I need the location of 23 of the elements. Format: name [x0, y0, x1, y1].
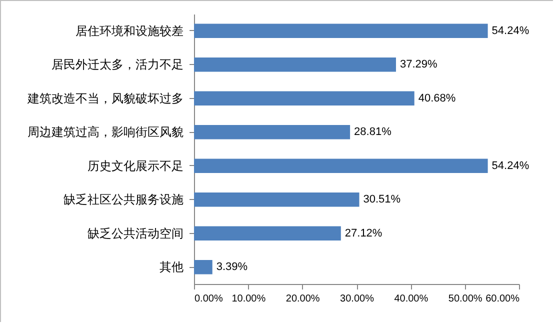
data-label: 54.24%	[492, 160, 530, 172]
data-label: 27.12%	[344, 227, 382, 240]
data-label: 40.68%	[418, 92, 456, 104]
x-tick-label: 40.00%	[394, 294, 428, 304]
x-tick-label: 20.00%	[286, 294, 320, 304]
x-tick-label: 0.00%	[194, 294, 223, 304]
y-tick-label: 历史文化展示不足	[88, 158, 184, 173]
x-tick-label: 10.00%	[232, 294, 266, 304]
data-label: 37.29%	[400, 58, 438, 71]
x-tick-label: 30.00%	[340, 294, 374, 304]
y-tick-label: 缺乏公共活动空间	[88, 226, 184, 240]
data-label: 28.81%	[354, 126, 392, 138]
y-tick-label: 缺乏社区公共服务设施	[64, 192, 184, 207]
y-tick-label: 其他	[160, 260, 184, 274]
y-tick-label: 建筑改造不当，风貌破坏过多	[26, 91, 184, 106]
y-tick-label: 居民外迁太多，活力不足	[52, 58, 184, 72]
data-label: 3.39%	[216, 261, 248, 274]
y-tick-label: 周边建筑过高，影响街区风貌	[28, 125, 184, 140]
data-label: 30.51%	[363, 194, 401, 206]
data-label: 54.24%	[492, 24, 530, 37]
y-tick-label: 居住环境和设施较差	[76, 24, 184, 38]
x-tick-label: 50.00%	[448, 294, 482, 304]
x-tick-label: 60.00%	[486, 294, 520, 304]
